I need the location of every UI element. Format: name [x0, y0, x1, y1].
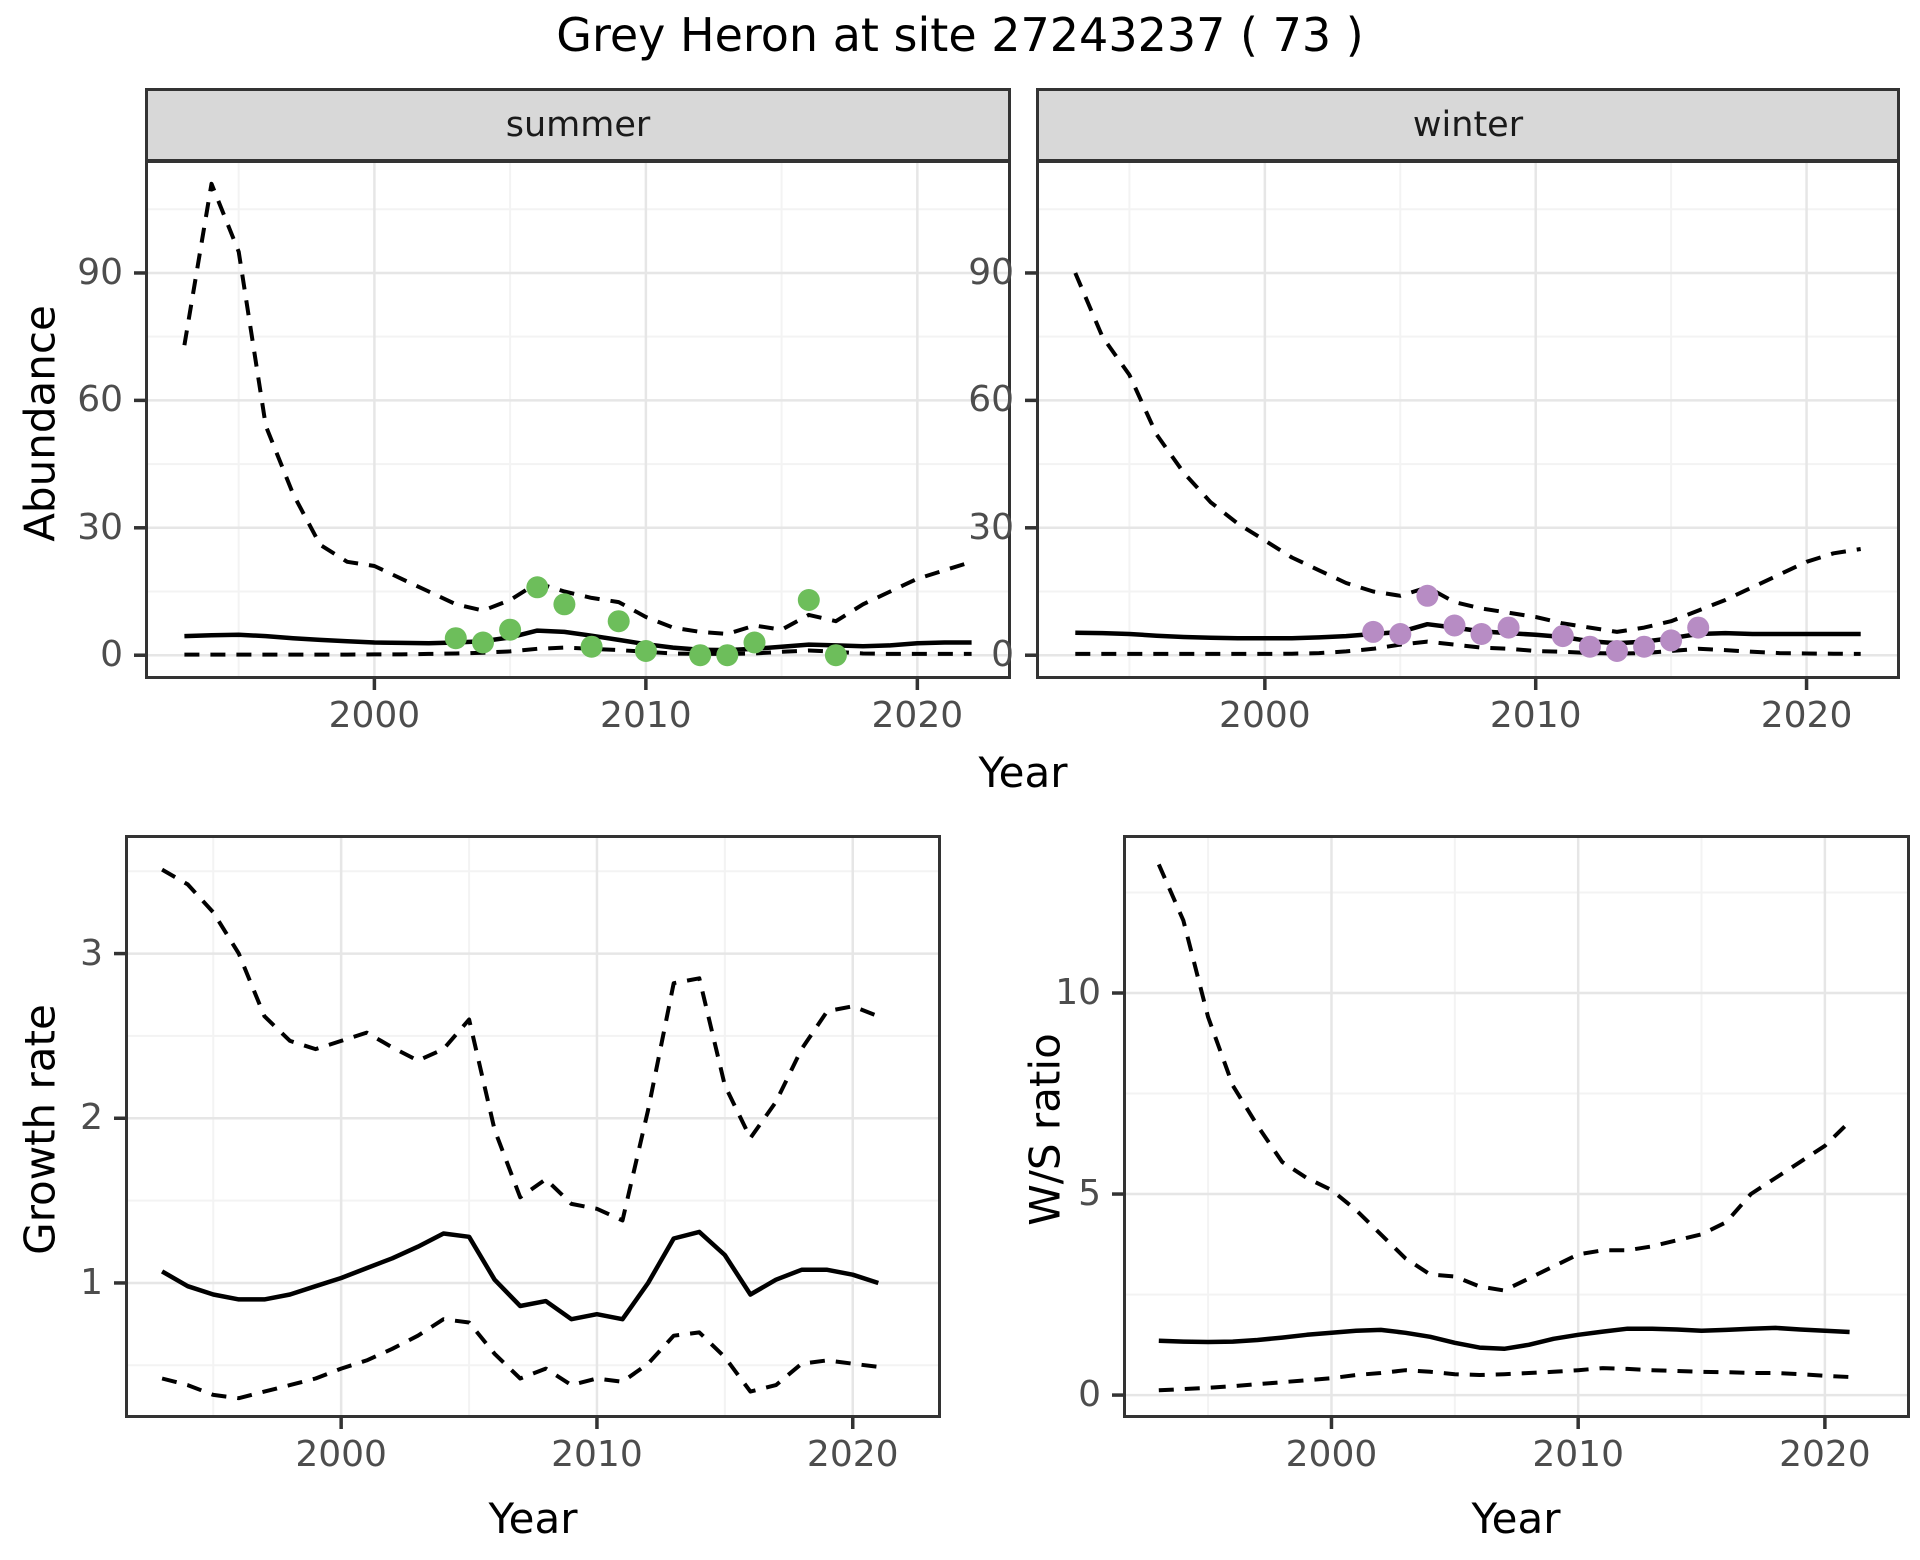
observation-point — [1633, 635, 1656, 658]
observation-point — [1389, 623, 1412, 645]
y-tick-label: 60 — [968, 379, 1014, 421]
y-tick-label: 5 — [1078, 1173, 1101, 1215]
x-tick-label: 2020 — [1760, 695, 1853, 736]
y-tick-label: 2 — [80, 1097, 103, 1139]
upper-ci-line — [161, 867, 880, 1223]
y-tick-label: 10 — [1055, 972, 1101, 1013]
x-tick-label: 2020 — [806, 1434, 899, 1475]
upper-ci-line — [1073, 272, 1862, 634]
observation-point — [472, 631, 494, 654]
upper-ci-line — [182, 181, 973, 636]
observation-point — [607, 610, 630, 633]
y-tick-label: 90 — [968, 251, 1014, 293]
facet-strip-summer: summer — [145, 88, 1011, 162]
observation-point — [444, 627, 467, 650]
observation-point — [743, 631, 766, 654]
observation-point — [1687, 616, 1710, 639]
x-tick-label: 2010 — [1489, 695, 1582, 736]
x-tick-label: 2000 — [1285, 1434, 1378, 1475]
year-axis-title-bottom-right: Year — [1471, 1494, 1561, 1543]
panel-border — [125, 835, 941, 1418]
observation-point — [634, 640, 657, 662]
observation-point — [689, 644, 712, 667]
summer-abundance-panel — [134, 160, 1011, 690]
lower-ci-line — [1158, 1366, 1850, 1393]
x-tick-label: 2000 — [295, 1434, 387, 1475]
facet-strip-summer-label: summer — [505, 105, 651, 145]
lower-ci-line — [184, 645, 972, 657]
x-tick-label: 2000 — [1219, 695, 1311, 736]
observation-point — [580, 635, 603, 658]
y-tick-label: 0 — [1078, 1374, 1101, 1416]
y-tick-label: 30 — [968, 506, 1014, 548]
y-tick-label: 3 — [80, 932, 103, 974]
ws-ratio-panel — [1112, 835, 1910, 1429]
panel-border — [1036, 160, 1900, 679]
year-axis-title-top: Year — [978, 748, 1068, 797]
observation-point — [1578, 635, 1601, 658]
observation-point — [797, 589, 820, 611]
median-line — [1158, 1325, 1850, 1352]
observation-point — [716, 644, 739, 667]
chart-title: Grey Heron at site 27243237 ( 73 ) — [556, 8, 1364, 62]
observation-point — [1606, 640, 1628, 662]
x-tick-label: 2020 — [1779, 1434, 1871, 1475]
upper-ci-line — [1156, 863, 1851, 1293]
observation-point — [824, 644, 847, 667]
panel-border — [1123, 835, 1910, 1418]
y-tick-label: 0 — [100, 634, 123, 676]
y-tick-label: 0 — [991, 634, 1014, 676]
observation-point — [1551, 625, 1574, 648]
x-tick-label: 2010 — [600, 695, 692, 736]
median-line — [160, 1229, 879, 1322]
observation-point — [553, 593, 576, 616]
y-tick-label: 30 — [77, 506, 123, 548]
year-axis-title-bottom-left: Year — [488, 1494, 578, 1543]
observation-point — [1443, 614, 1466, 637]
x-tick-label: 2010 — [551, 1434, 643, 1475]
x-tick-label: 2000 — [328, 695, 421, 736]
panel-border — [145, 160, 1011, 679]
winter-abundance-panel — [1025, 160, 1900, 690]
observation-point — [526, 576, 549, 599]
y-tick-label: 1 — [80, 1261, 103, 1303]
y-tick-label: 90 — [77, 251, 123, 293]
median-line — [1075, 621, 1861, 646]
growth-rate-panel — [114, 835, 941, 1429]
lower-ci-line — [1075, 639, 1861, 656]
lower-ci-line — [161, 1317, 879, 1401]
observation-point — [1470, 623, 1493, 645]
observation-point — [1362, 620, 1385, 643]
observation-point — [1416, 584, 1439, 607]
facet-strip-winter: winter — [1036, 88, 1900, 162]
observation-point — [1660, 629, 1683, 652]
x-tick-label: 2010 — [1532, 1434, 1624, 1475]
observation-point — [1497, 616, 1520, 639]
observation-point — [499, 618, 522, 641]
facet-strip-winter-label: winter — [1412, 105, 1524, 145]
x-tick-label: 2020 — [871, 695, 964, 736]
y-tick-label: 60 — [77, 379, 123, 421]
